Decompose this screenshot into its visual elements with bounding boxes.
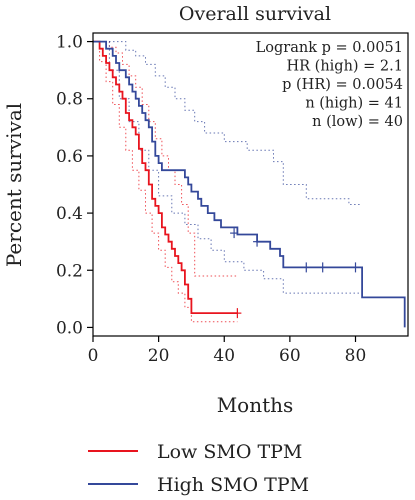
x-tick-label-0: 0	[88, 346, 99, 366]
x-tick-label-3: 60	[279, 346, 301, 366]
censor-marks	[230, 228, 360, 319]
legend: Low SMO TPM High SMO TPM	[88, 441, 309, 496]
y-axis-ticks: 0.0 0.2 0.4 0.6 0.8 1.0	[56, 33, 93, 338]
y-tick-label-4: 0.8	[56, 90, 83, 110]
stat-line-4: n (low) = 40	[312, 114, 403, 130]
y-axis-label: Percent survival	[2, 103, 26, 267]
y-tick-label-1: 0.2	[56, 261, 83, 281]
y-tick-label-0: 0.0	[56, 318, 83, 338]
ci-lower-high	[93, 41, 363, 294]
plot-frame	[92, 32, 409, 337]
x-axis-label: Months	[217, 393, 294, 417]
x-axis-ticks: 0 20 40 60 80	[88, 336, 367, 366]
chart-title: Overall survival	[179, 3, 331, 25]
legend-label-low: Low SMO TPM	[157, 441, 302, 463]
stat-line-2: p (HR) = 0.0054	[282, 77, 403, 93]
y-tick-label-5: 1.0	[56, 33, 83, 53]
stat-line-1: HR (high) = 2.1	[286, 59, 403, 75]
x-tick-label-2: 40	[213, 346, 235, 366]
x-tick-label-1: 20	[148, 346, 170, 366]
ci-upper-high	[93, 41, 363, 205]
curve-low	[93, 40, 238, 314]
stat-line-3: n (high) = 41	[305, 96, 403, 112]
y-tick-label-2: 0.4	[56, 204, 83, 224]
legend-label-high: High SMO TPM	[157, 474, 309, 496]
confidence-bands	[93, 41, 363, 323]
ci-lower-low	[93, 41, 238, 323]
x-tick-label-4: 80	[345, 346, 367, 366]
y-tick-label-3: 0.6	[56, 147, 83, 167]
stat-line-0: Logrank p = 0.0051	[256, 40, 403, 56]
stats-annotation: Logrank p = 0.0051 HR (high) = 2.1 p (HR) …	[256, 40, 403, 130]
